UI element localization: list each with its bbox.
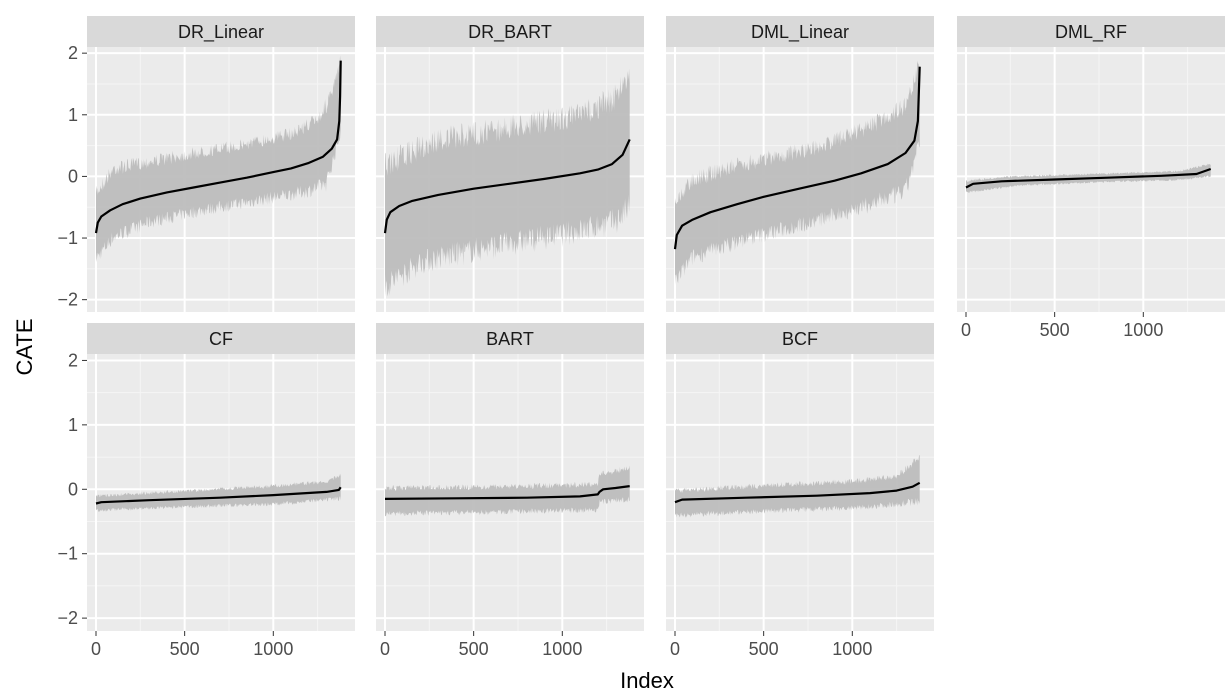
facet-strip xyxy=(666,323,934,354)
x-tick-label: 0 xyxy=(91,639,101,659)
x-tick-label: 0 xyxy=(670,639,680,659)
facet-panel: DML_RF 0 500 1000 xyxy=(957,16,1225,340)
facet-panel: DR_BART xyxy=(376,16,644,312)
cate-estimate-line xyxy=(95,486,342,505)
x-tick-label: 1000 xyxy=(253,639,293,659)
cate-estimate-line xyxy=(965,167,1212,189)
facet-strip xyxy=(376,16,644,47)
facet-panel: BCF 0 500 1000 xyxy=(666,323,934,659)
x-tick-label: 1000 xyxy=(1123,320,1163,340)
facet-panel: CF −2 −1 0 1 2 0 500 1000 xyxy=(57,323,355,659)
x-tick-label: 500 xyxy=(170,639,200,659)
y-tick-label: 1 xyxy=(68,415,78,435)
confidence-band xyxy=(675,455,920,518)
cate-estimate-line xyxy=(674,481,921,504)
confidence-band xyxy=(96,55,341,262)
y-tick-label: −2 xyxy=(57,290,78,310)
facet-panels: DR_Linear −2 −1 0 1 2 DR_BART DML_Linear DML_RF 0… xyxy=(57,16,1225,659)
facet-panel: DR_Linear −2 −1 0 1 2 xyxy=(57,16,355,312)
y-tick-label: −2 xyxy=(57,608,78,628)
facet-strip xyxy=(957,16,1225,47)
x-axis-title: Index xyxy=(620,668,674,692)
confidence-band xyxy=(385,68,630,297)
y-tick-label: 0 xyxy=(68,479,78,499)
x-tick-label: 0 xyxy=(961,320,971,340)
facet-strip-label: BCF xyxy=(782,329,818,349)
facet-panel: BART 0 500 1000 xyxy=(376,323,644,659)
facet-strip xyxy=(666,16,934,47)
y-tick-label: −1 xyxy=(57,228,78,248)
x-tick-label: 500 xyxy=(1040,320,1070,340)
facet-strip xyxy=(87,323,355,354)
y-tick-label: 0 xyxy=(68,166,78,186)
confidence-band xyxy=(675,60,920,286)
x-tick-label: 500 xyxy=(749,639,779,659)
facet-strip-label: DML_RF xyxy=(1055,22,1127,43)
x-tick-label: 1000 xyxy=(832,639,872,659)
x-tick-label: 1000 xyxy=(542,639,582,659)
cate-estimate-line xyxy=(384,485,630,500)
y-tick-label: −1 xyxy=(57,544,78,564)
facet-strip-label: CF xyxy=(209,329,233,349)
facet-strip-label: DR_BART xyxy=(468,22,552,43)
facet-strip xyxy=(376,323,644,354)
x-tick-label: 500 xyxy=(459,639,489,659)
y-axis-title: CATE xyxy=(12,318,37,375)
x-tick-label: 0 xyxy=(380,639,390,659)
y-tick-label: 2 xyxy=(68,43,78,63)
y-tick-label: 1 xyxy=(68,105,78,125)
facet-strip-label: DML_Linear xyxy=(751,22,849,43)
y-tick-label: 2 xyxy=(68,350,78,370)
facet-strip-label: DR_Linear xyxy=(178,22,264,43)
cate-estimate-line xyxy=(94,60,342,234)
facet-panel: DML_Linear xyxy=(666,16,934,312)
confidence-band xyxy=(385,465,630,517)
cate-estimate-line xyxy=(673,66,921,250)
facet-strip-label: BART xyxy=(486,329,534,349)
cate-estimate-line xyxy=(383,138,631,234)
facet-strip xyxy=(87,16,355,47)
confidence-band xyxy=(96,473,341,512)
